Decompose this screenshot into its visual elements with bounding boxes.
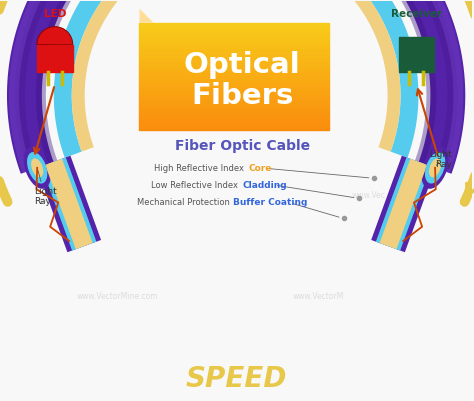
Bar [139, 113, 329, 115]
Bar [139, 111, 329, 113]
Bar [139, 61, 329, 63]
Bar [139, 117, 329, 119]
Bar [139, 55, 329, 57]
Text: Fiber Optic Cable: Fiber Optic Cable [174, 139, 310, 153]
Bar [139, 40, 329, 42]
Ellipse shape [429, 158, 441, 177]
Polygon shape [7, 0, 465, 174]
Bar [139, 49, 329, 51]
Bar [139, 44, 329, 47]
Polygon shape [36, 156, 101, 252]
Polygon shape [41, 158, 96, 251]
Bar [139, 63, 329, 66]
Bar [139, 85, 329, 87]
Text: www.Vec: www.Vec [352, 190, 385, 200]
Bar [139, 79, 329, 81]
Text: Buffer Coating: Buffer Coating [233, 198, 308, 207]
Bar [139, 42, 329, 44]
Ellipse shape [24, 147, 51, 189]
Bar [139, 33, 329, 36]
Bar [139, 29, 329, 31]
Bar [139, 77, 329, 79]
Polygon shape [139, 9, 154, 22]
Bar [139, 66, 329, 68]
Bar [139, 102, 329, 104]
Text: SPEED: SPEED [185, 365, 287, 393]
Bar [139, 122, 329, 124]
Bar [399, 36, 434, 73]
Ellipse shape [429, 155, 441, 181]
Ellipse shape [428, 151, 443, 184]
Wedge shape [37, 26, 73, 45]
Text: Core: Core [248, 164, 272, 172]
Bar [139, 59, 329, 61]
Bar [139, 96, 329, 98]
Polygon shape [371, 156, 436, 252]
Bar [139, 124, 329, 126]
Bar [139, 31, 329, 33]
Bar [139, 27, 329, 29]
Text: Light
Ray: Light Ray [34, 170, 56, 207]
Bar [139, 104, 329, 107]
Bar [139, 22, 329, 25]
Bar [139, 53, 329, 55]
Bar [139, 68, 329, 70]
Bar [37, 45, 73, 73]
Bar [139, 94, 329, 96]
Bar [139, 89, 329, 91]
Bar [139, 83, 329, 85]
Ellipse shape [35, 163, 39, 172]
Text: High Reflective Index: High Reflective Index [155, 164, 247, 172]
Ellipse shape [27, 152, 47, 184]
Ellipse shape [425, 152, 445, 184]
Ellipse shape [31, 158, 43, 177]
Bar [139, 36, 329, 38]
Bar [139, 119, 329, 122]
Bar [139, 51, 329, 53]
Ellipse shape [433, 163, 437, 172]
Text: www.VectorM: www.VectorM [293, 292, 345, 301]
Polygon shape [72, 0, 401, 152]
Bar [139, 38, 329, 40]
Text: www.Vec: www.Vec [38, 196, 72, 205]
Bar [139, 128, 329, 130]
Polygon shape [15, 0, 457, 171]
Bar [139, 70, 329, 72]
Bar [139, 109, 329, 111]
Polygon shape [380, 159, 427, 249]
Bar [139, 107, 329, 109]
Text: Light
Ray: Light Ray [429, 150, 452, 169]
Text: LED: LED [44, 9, 66, 19]
Polygon shape [376, 158, 431, 251]
Bar [139, 98, 329, 100]
Text: Receiver: Receiver [391, 9, 442, 19]
Text: Mechanical Protection: Mechanical Protection [137, 198, 232, 207]
Bar [139, 126, 329, 128]
Polygon shape [36, 0, 437, 164]
Bar [139, 47, 329, 49]
Bar [139, 87, 329, 89]
Text: Optical
Fibers: Optical Fibers [184, 51, 301, 110]
Bar [139, 115, 329, 117]
Bar [139, 57, 329, 59]
Text: www.VectorMine.com: www.VectorMine.com [77, 292, 158, 301]
Ellipse shape [30, 151, 45, 184]
Bar [139, 100, 329, 102]
Bar [139, 25, 329, 27]
Ellipse shape [31, 155, 43, 181]
Polygon shape [54, 0, 419, 158]
Text: Low Reflective Index: Low Reflective Index [152, 180, 241, 190]
Polygon shape [45, 159, 92, 249]
Bar [139, 72, 329, 74]
Ellipse shape [421, 147, 448, 189]
Polygon shape [9, 0, 463, 173]
Bar [139, 91, 329, 94]
Bar [139, 74, 329, 77]
Bar [139, 81, 329, 83]
Text: Cladding: Cladding [242, 180, 287, 190]
